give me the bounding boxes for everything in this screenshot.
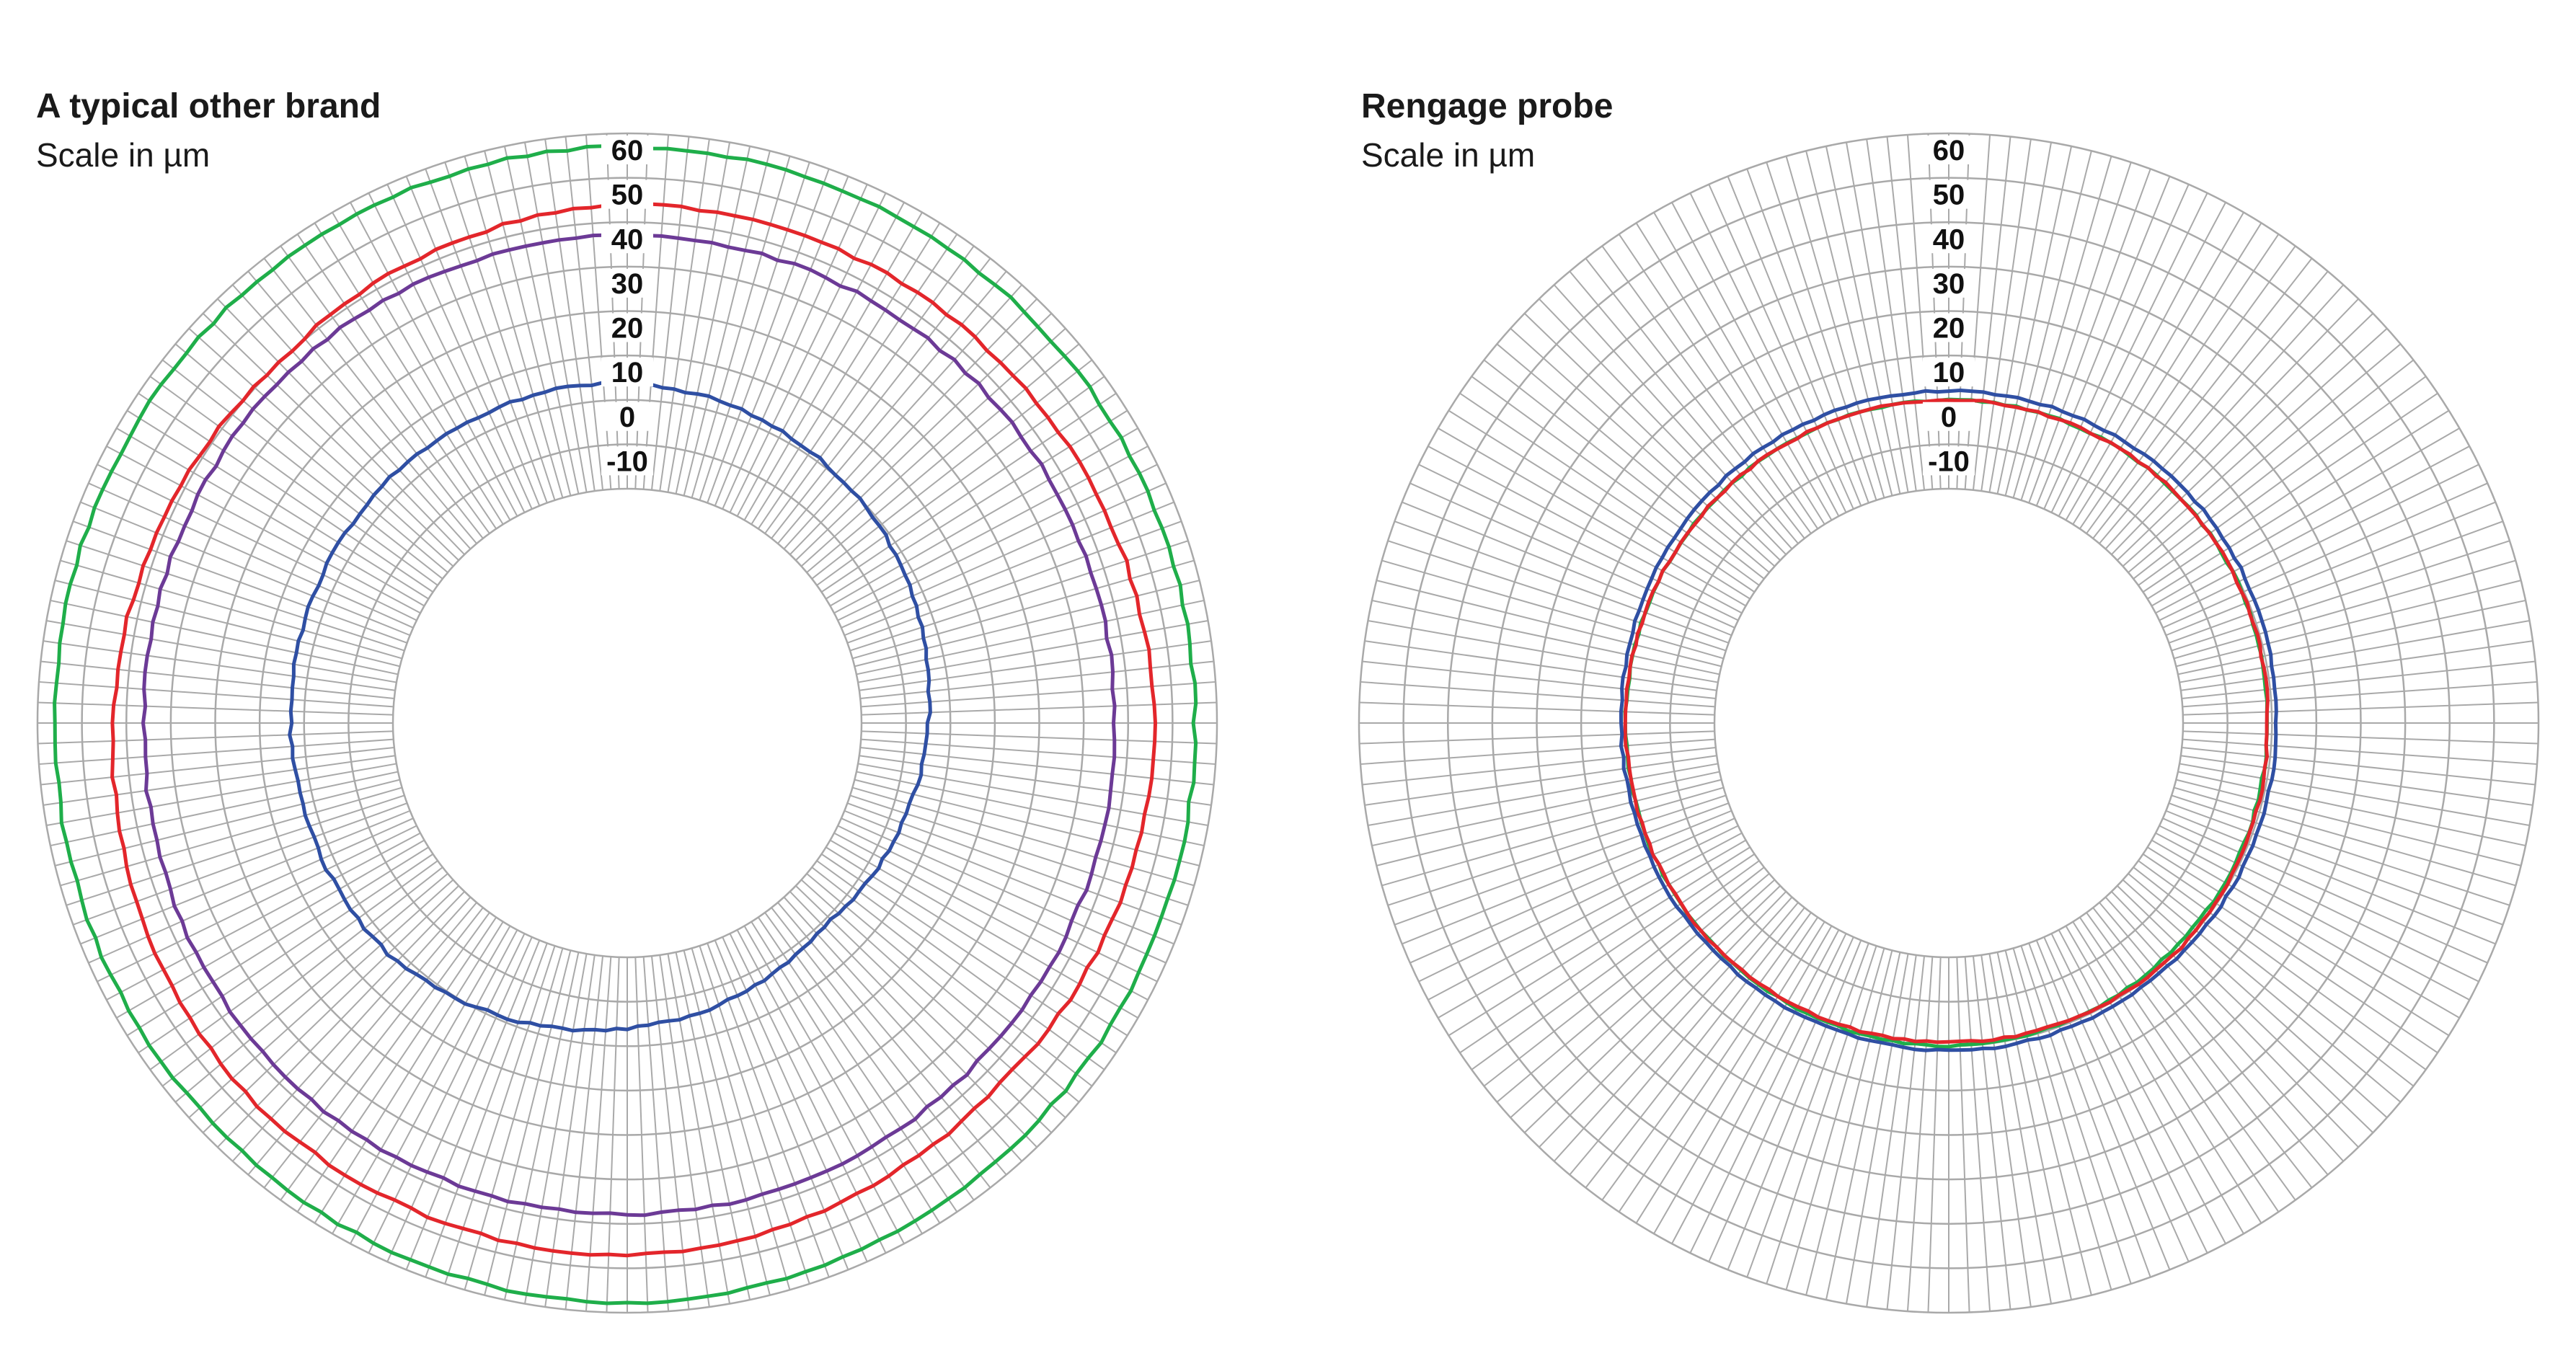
grid-ring: [303, 399, 952, 1047]
grid-ring: [1447, 221, 2451, 1225]
left-chart-title: A typical other brand: [36, 87, 381, 125]
left-radial-tick-label: 60: [611, 135, 644, 167]
left-series-line: [141, 233, 1117, 1218]
right-radial-tick-label: 10: [1933, 357, 1965, 389]
grid-ring: [1358, 132, 2540, 1314]
tick-label-backing: [1923, 358, 1975, 387]
left-radial-tick-label: 20: [611, 313, 644, 345]
grid-ring: [125, 221, 1129, 1225]
grid-ring: [36, 132, 1218, 1314]
grid-ring: [348, 443, 907, 1003]
grid-ring: [1580, 354, 2318, 1092]
tick-label-backing: [601, 358, 653, 387]
grid-ring: [391, 487, 863, 959]
tick-label-backing: [601, 179, 653, 209]
grid-ring: [81, 177, 1174, 1269]
grid-ring: [1402, 177, 2495, 1269]
left-series-line: [53, 144, 1198, 1305]
left-radial-tick-label: 50: [611, 179, 644, 211]
tick-label-backing: [601, 224, 653, 254]
right-radial-tick-label: 50: [1933, 179, 1965, 211]
right-radial-tick-label: 40: [1933, 223, 1965, 255]
right-chart-subtitle: Scale in µm: [1361, 136, 1536, 174]
left-series-line: [288, 378, 932, 1033]
right-chart-title: Rengage probe: [1361, 87, 1614, 125]
left-radial-tick-label: 30: [611, 268, 644, 300]
right-radial-tick-label: 30: [1933, 268, 1965, 300]
tick-label-backing: [1923, 179, 1975, 209]
tick-label-backing: [601, 446, 653, 476]
tick-label-backing: [601, 313, 653, 342]
right-series-line: [1623, 398, 2270, 1045]
left-chart-subtitle: Scale in µm: [36, 136, 211, 174]
tick-label-backing: [601, 402, 653, 431]
grid-ring: [1669, 443, 2228, 1003]
grid-ring: [1491, 265, 2407, 1181]
tick-label-backing: [1923, 136, 1975, 164]
left-radial-tick-label: 10: [611, 357, 644, 389]
right-series-line: [1619, 389, 2278, 1052]
grid-ring: [169, 265, 1085, 1181]
grid-ring: [1713, 487, 2185, 959]
tick-label-backing: [1923, 268, 1975, 298]
grid-ring: [1536, 310, 2362, 1136]
tick-label-backing: [1923, 313, 1975, 342]
right-radial-tick-label: 0: [1941, 402, 1957, 433]
left-series-line: [110, 201, 1157, 1258]
left-polar-chart: 60 50 40 30 20 10 0 -10: [36, 132, 1218, 1314]
left-radial-tick-label: -10: [606, 445, 648, 477]
right-radial-tick-label: -10: [1928, 445, 1970, 477]
right-radial-tick-label: 60: [1933, 135, 1965, 167]
tick-label-backing: [1923, 402, 1975, 431]
tick-label-backing: [601, 268, 653, 298]
left-radial-tick-label: 40: [611, 223, 644, 255]
grid-ring: [214, 310, 1040, 1136]
right-radial-tick-label: 20: [1933, 313, 1965, 345]
left-radial-tick-label: 0: [619, 402, 635, 433]
grid-ring: [258, 354, 996, 1092]
tick-label-backing: [1923, 446, 1975, 476]
tick-label-backing: [1923, 224, 1975, 254]
tick-label-backing: [601, 136, 653, 164]
right-polar-chart: 60 50 40 30 20 10 0 -10: [1358, 132, 2540, 1314]
